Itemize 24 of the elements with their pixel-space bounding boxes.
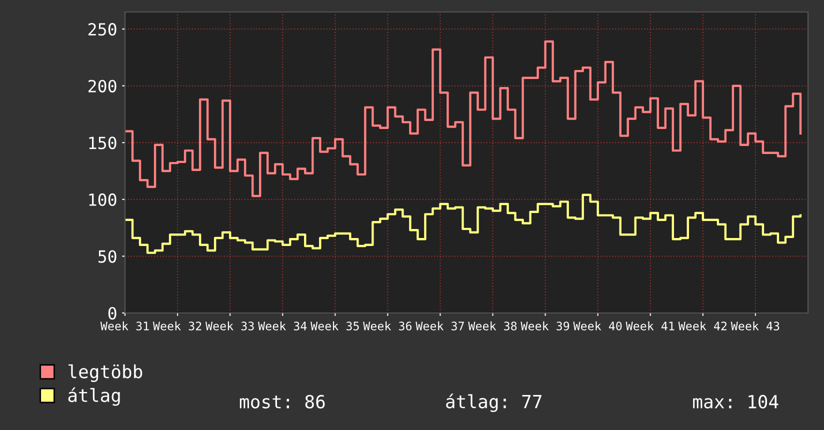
- x-tick-label: Week 31: [100, 321, 149, 330]
- text: átlag: 77: [446, 394, 542, 412]
- y-tick-label: 100: [89, 193, 116, 206]
- y-tick-label: 250: [88, 23, 116, 36]
- y-tick-label: 0: [108, 307, 116, 320]
- x-tick-label: Week 34: [258, 321, 307, 330]
- x-tick-label: Week 39: [520, 321, 570, 330]
- text: max: 104: [693, 394, 778, 408]
- y-tick-label: 200: [88, 80, 116, 92]
- x-tick-label: Week 35: [310, 321, 359, 330]
- legend-label: legtöbb: [68, 364, 142, 382]
- text: most: 86: [240, 394, 325, 408]
- x-tick-label: Week 37: [416, 321, 464, 330]
- x-tick-label: Week 33: [205, 321, 254, 330]
- x-tick-label: Week 32: [152, 321, 202, 330]
- x-tick-label: Week 38: [468, 321, 517, 330]
- y-tick-label: 150: [89, 136, 116, 150]
- x-tick-label: Week 42: [678, 321, 727, 330]
- x-tick-label: Week 43: [730, 321, 780, 330]
- y-tick-label: 50: [98, 250, 116, 263]
- x-tick-label: Week 40: [573, 321, 622, 330]
- x-tick-label: Week 36: [363, 321, 412, 330]
- legend-label: átlag: [68, 387, 120, 406]
- x-tick-label: Week 41: [626, 321, 674, 330]
